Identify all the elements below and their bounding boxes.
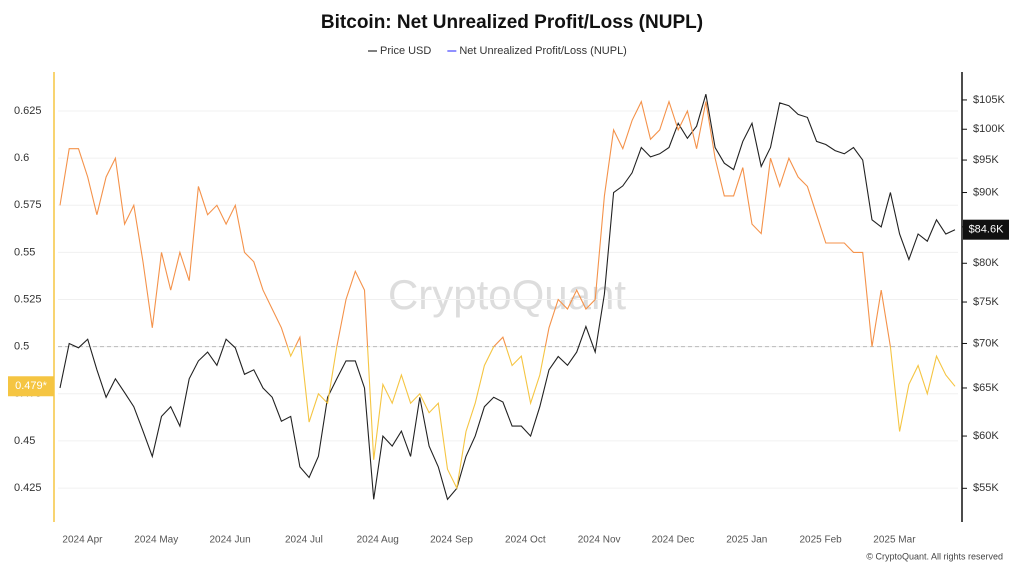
x-tick-label: 2025 Jan xyxy=(726,535,767,546)
y2-tick-label: $75K xyxy=(973,296,999,308)
x-tick-label: 2025 Feb xyxy=(799,535,842,546)
x-tick-label: 2024 Dec xyxy=(652,535,695,546)
y-tick-label: 0.6 xyxy=(14,152,29,164)
x-tick-label: 2024 Jun xyxy=(210,535,251,546)
current-value-box xyxy=(963,219,1009,240)
x-tick-label: 2024 Apr xyxy=(62,535,103,546)
y2-tick-label: $55K xyxy=(973,482,999,494)
x-tick-label: 2024 Jul xyxy=(285,535,323,546)
y-tick-label: 0.425 xyxy=(14,482,42,494)
y2-tick-label: $65K xyxy=(973,382,999,394)
y2-tick-label: $105K xyxy=(973,94,1005,106)
y-tick-label: 0.45 xyxy=(14,435,35,447)
x-tick-label: 2024 May xyxy=(134,535,178,546)
x-tick-label: 2025 Mar xyxy=(873,535,916,546)
x-tick-label: 2024 Aug xyxy=(357,535,399,546)
y2-tick-label: $95K xyxy=(973,154,999,166)
y2-tick-label: $70K xyxy=(973,337,999,349)
current-value-label: 0.479* xyxy=(15,380,48,392)
y-tick-label: 0.525 xyxy=(14,293,42,305)
y2-tick-label: $100K xyxy=(973,123,1005,135)
chart-title: Bitcoin: Net Unrealized Profit/Loss (NUP… xyxy=(321,12,703,33)
current-value-label: $84.6K xyxy=(969,224,1005,236)
y-tick-label: 0.625 xyxy=(14,105,42,117)
y-tick-label: 0.55 xyxy=(14,246,35,258)
legend-label: Net Unrealized Profit/Loss (NUPL) xyxy=(459,45,627,57)
y-tick-label: 0.575 xyxy=(14,199,42,211)
current-value-box xyxy=(8,376,54,397)
x-tick-label: 2024 Nov xyxy=(578,535,621,546)
y2-tick-label: $60K xyxy=(973,430,999,442)
watermark: CryptoQuant xyxy=(388,271,626,318)
y-tick-label: 0.5 xyxy=(14,341,29,353)
x-tick-label: 2024 Oct xyxy=(505,535,546,546)
series-line xyxy=(59,99,956,490)
credit: © CryptoQuant. All rights reserved xyxy=(866,551,1003,561)
y2-tick-label: $80K xyxy=(973,257,999,269)
legend-label: Price USD xyxy=(380,45,431,57)
series-line xyxy=(59,94,956,501)
x-tick-label: 2024 Sep xyxy=(430,535,473,546)
y2-tick-label: $90K xyxy=(973,186,999,198)
